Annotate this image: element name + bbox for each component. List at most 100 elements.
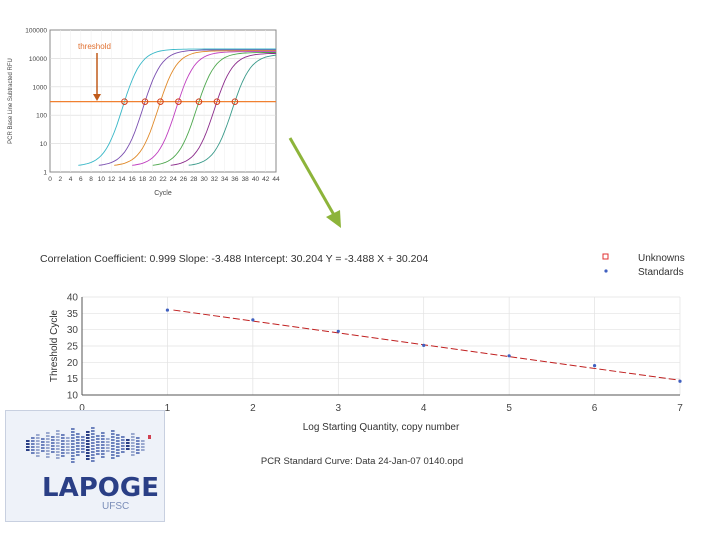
logo-bar-segment: [131, 433, 135, 435]
threshold-crossing-marker: [121, 98, 128, 105]
logo-bar-segment: [101, 441, 105, 443]
logo-bar-segment: [51, 442, 55, 444]
std-y-tick-label: 40: [67, 293, 79, 304]
standard-point: [422, 343, 426, 347]
logo-bar-segment: [66, 452, 70, 454]
logo-bar-segment: [46, 450, 50, 452]
logo-bar-segment: [131, 439, 135, 441]
standard-curve-y-ticks: 40 35 30 25 20 15 10: [67, 293, 79, 402]
logo-bar-segment: [41, 444, 45, 446]
logo-bar-segment: [56, 451, 60, 453]
threshold-crossing-marker: [213, 98, 221, 105]
logo-bar-segment: [101, 438, 105, 440]
logo-bar-segment: [96, 447, 100, 449]
logo-bar-segment: [71, 428, 75, 430]
amplification-curve: [132, 51, 276, 166]
logo-bar-segment: [41, 438, 45, 440]
logo-bar-segment: [121, 439, 125, 441]
logo-bar-segment: [76, 442, 80, 444]
logo-bar-segment: [76, 439, 80, 441]
threshold-crossing-marker: [141, 98, 149, 105]
logo-bar-segment: [46, 432, 50, 434]
std-y-tick-label: 25: [67, 342, 79, 353]
logo-bar-segment: [61, 434, 65, 436]
logo-bar-segment: [116, 446, 120, 448]
logo-bar-segment: [61, 455, 65, 457]
logo-bar-segment: [136, 449, 140, 451]
logo-bar-segment: [36, 440, 40, 442]
amp-x-tick-label: 42: [262, 176, 270, 183]
standard-point: [592, 364, 597, 368]
amp-x-tick-label: 10: [98, 176, 106, 183]
logo-bar-segment: [76, 454, 80, 456]
logo-bar-segment: [46, 453, 50, 455]
logo-bar-segment: [76, 448, 80, 450]
lapoge-logo: LAPOGE UFSC: [5, 410, 165, 522]
threshold-crossing-marker: [175, 98, 182, 105]
threshold-crossing-marker: [231, 98, 239, 105]
logo-bar-segment: [66, 446, 70, 448]
logo-bar-segment: [116, 449, 120, 451]
amp-x-tick-label: 20: [149, 176, 157, 183]
logo-bar-segment: [96, 438, 100, 440]
logo-bar-segment: [56, 454, 60, 456]
logo-bar-segment: [71, 440, 75, 442]
threshold-crossing-marker: [157, 98, 164, 105]
logo-bar-segment: [96, 435, 100, 437]
logo-bar-segment: [51, 436, 55, 438]
standard-curve-plot: Correlation Coefficient: 0.999 Slope: -3…: [40, 253, 685, 467]
logo-bar-segment: [96, 453, 100, 455]
regression-line: [173, 309, 681, 381]
amplification-curves: [78, 48, 277, 166]
logo-bar-segment: [126, 442, 130, 444]
logo-bar-segment: [61, 443, 65, 445]
std-x-tick-label: 5: [506, 403, 512, 414]
logo-bar-segment: [141, 443, 145, 445]
logo-bar-segment: [56, 433, 60, 435]
amplification-x-ticks: 0 2 4 6 8 10 12 14 16 18 20 22 24 26 28 30 32 34 36 38 40 42 4…: [48, 176, 280, 183]
logo-bar-segment: [126, 445, 130, 447]
logo-bar-segment: [141, 449, 145, 451]
amp-x-tick-label: 24: [170, 176, 178, 183]
logo-bar-segment: [86, 431, 90, 433]
logo-bar-segment: [101, 435, 105, 437]
logo-bar-segment: [111, 448, 115, 450]
amplification-curve: [152, 52, 276, 166]
amp-x-tick-label: 26: [180, 176, 188, 183]
logo-bar-segment: [26, 449, 30, 451]
logo-bar-segment: [66, 437, 70, 439]
std-y-tick-label: 35: [67, 309, 79, 320]
logo-bar-segment: [86, 437, 90, 439]
logo-bar-segment: [81, 445, 85, 447]
amp-x-tick-label: 38: [242, 176, 250, 183]
logo-bar-segment: [41, 447, 45, 449]
logo-bar-segment: [86, 452, 90, 454]
standard-point: [165, 308, 170, 312]
logo-bar-segment: [116, 455, 120, 457]
logo-bar-segment: [116, 443, 120, 445]
logo-bar-segment: [71, 458, 75, 460]
logo-bar-segment: [91, 442, 95, 444]
logo-bar-segment: [81, 436, 85, 438]
legend-unknowns-marker: [602, 253, 609, 260]
legend-standards-label: Standards: [638, 267, 684, 278]
logo-bar-segment: [141, 440, 145, 442]
logo-bar-segment: [96, 444, 100, 446]
amp-x-tick-label: 14: [118, 176, 126, 183]
logo-bar-segment: [91, 454, 95, 456]
logo-accent-mark: [148, 435, 151, 439]
std-x-tick-label: 6: [592, 403, 598, 414]
logo-bar-segment: [56, 439, 60, 441]
logo-bar-segment: [106, 441, 110, 443]
logo-bar-segment: [46, 438, 50, 440]
amp-x-tick-label: 8: [89, 176, 93, 183]
std-x-tick-label: 4: [421, 403, 427, 414]
logo-bars-graphic: [26, 427, 151, 463]
logo-bar-segment: [71, 437, 75, 439]
logo-bar-segment: [121, 436, 125, 438]
flow-arrow-head: [326, 210, 341, 228]
standard-point: [678, 379, 682, 383]
logo-bar-segment: [66, 440, 70, 442]
logo-bar-segment: [61, 446, 65, 448]
